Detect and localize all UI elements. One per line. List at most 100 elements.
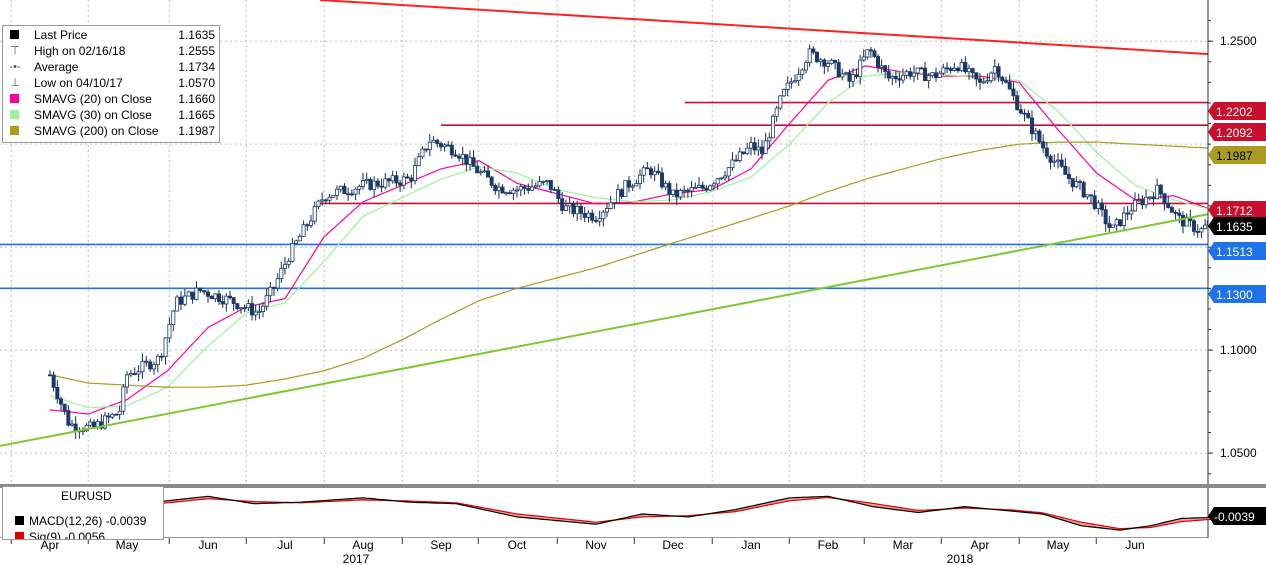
axis-tick-label: 1.1000 <box>1220 343 1257 357</box>
price-tag <box>1208 217 1266 235</box>
legend-label: SMAVG (20) on Close <box>34 92 152 106</box>
chart-legend: Last Price 1.1635 ⊤ High on 02/16/18 1.2… <box>2 25 220 143</box>
candle-body <box>959 62 964 72</box>
candle-body <box>178 296 183 305</box>
month-label: Jul <box>277 538 292 552</box>
candle-body <box>482 170 487 173</box>
candle-body <box>496 186 501 192</box>
candle-body <box>1173 211 1178 214</box>
price-tag <box>1208 242 1266 260</box>
candle-body <box>182 295 187 305</box>
candle-body <box>66 410 71 426</box>
legend-label: SMAVG (200) on Close <box>34 124 159 138</box>
candle-body <box>246 303 251 309</box>
candle-body <box>886 71 891 79</box>
candle-body <box>486 170 491 178</box>
candle-body <box>308 220 313 226</box>
candle-body <box>231 297 236 305</box>
candle-body <box>771 115 776 139</box>
candle-body <box>1092 195 1097 210</box>
candle-body <box>1033 130 1038 135</box>
legend-value: 1.1635 <box>178 28 215 42</box>
candle-body <box>1089 194 1094 197</box>
candle-body <box>1122 212 1127 227</box>
candle-body <box>435 139 440 144</box>
candle-body <box>449 144 454 156</box>
candle-body <box>1007 81 1012 90</box>
candle-body <box>1074 181 1079 188</box>
candle-body <box>242 307 247 310</box>
candle-body <box>734 159 739 162</box>
candle-body <box>198 287 203 291</box>
legend-row-average: -•- Average 1.1734 <box>3 59 219 75</box>
candle-body <box>148 361 153 370</box>
candle-body <box>290 242 295 262</box>
candle-body <box>912 72 917 77</box>
legend-row-low: ⊥ Low on 04/10/17 1.0570 <box>3 75 219 91</box>
candle-body <box>493 185 498 192</box>
candle-body <box>533 185 538 188</box>
candle-body <box>48 374 53 377</box>
candle-body <box>1140 199 1145 206</box>
legend-value: 1.1734 <box>178 60 215 74</box>
macd-value-tag <box>1208 507 1266 525</box>
trend-line-resistance <box>320 0 1244 58</box>
price-tag <box>1208 201 1266 219</box>
candle-body <box>175 296 180 312</box>
candle-body <box>464 154 469 165</box>
candle-body <box>227 295 232 299</box>
candle-body <box>616 189 621 203</box>
candle-body <box>1155 184 1160 200</box>
candle-body <box>1203 224 1208 229</box>
candle-body <box>375 180 380 187</box>
candle-body <box>634 183 639 187</box>
candle-body <box>678 190 683 198</box>
candle-body <box>963 62 968 73</box>
candle-body <box>843 72 848 75</box>
candle-body <box>121 386 126 412</box>
signal-swatch <box>15 532 24 539</box>
candle-body <box>286 260 291 265</box>
candle-body <box>151 364 156 370</box>
candle-body <box>741 151 746 155</box>
candle-body <box>1133 199 1138 212</box>
candle-body <box>282 263 287 269</box>
price-tag <box>1208 146 1266 164</box>
legend-label: Average <box>34 60 79 74</box>
candle-body <box>612 201 617 204</box>
candle-body <box>619 189 624 197</box>
candle-body <box>756 146 761 151</box>
candle-body <box>578 205 583 214</box>
price-tag-label: 1.2092 <box>1216 126 1253 140</box>
candle-body <box>216 293 221 302</box>
candle-body <box>338 185 343 190</box>
candle-body <box>730 159 735 169</box>
candle-body <box>136 371 141 375</box>
candle-body <box>601 211 606 220</box>
candle-body <box>1000 76 1005 82</box>
candle-body <box>360 180 365 187</box>
candle-body <box>1158 184 1163 195</box>
candle-body <box>711 183 716 187</box>
candle-body <box>868 49 873 52</box>
candle-body <box>1144 196 1149 206</box>
price-tag <box>1208 285 1266 303</box>
candle-body <box>409 177 414 182</box>
candle-body <box>826 63 831 67</box>
low-marker-icon: ⊥ <box>10 77 20 89</box>
legend-value: 1.1660 <box>178 92 215 106</box>
candle-body <box>804 62 809 71</box>
candle-body <box>560 198 565 211</box>
month-label: Jun <box>1125 538 1144 552</box>
candle-body <box>590 212 595 221</box>
candle-body <box>1166 203 1171 208</box>
high-marker-icon: ⊤ <box>10 45 20 57</box>
candle-body <box>541 181 546 183</box>
candle-body <box>974 72 979 80</box>
price-tag-label: 1.1712 <box>1216 204 1253 218</box>
candle-body <box>1026 113 1031 119</box>
candle-body <box>941 67 946 74</box>
candle-body <box>1070 178 1075 188</box>
price-axis: 1.2500 1.1000 1.0500 <box>1207 0 1266 565</box>
legend-swatch-sma30 <box>10 110 19 119</box>
